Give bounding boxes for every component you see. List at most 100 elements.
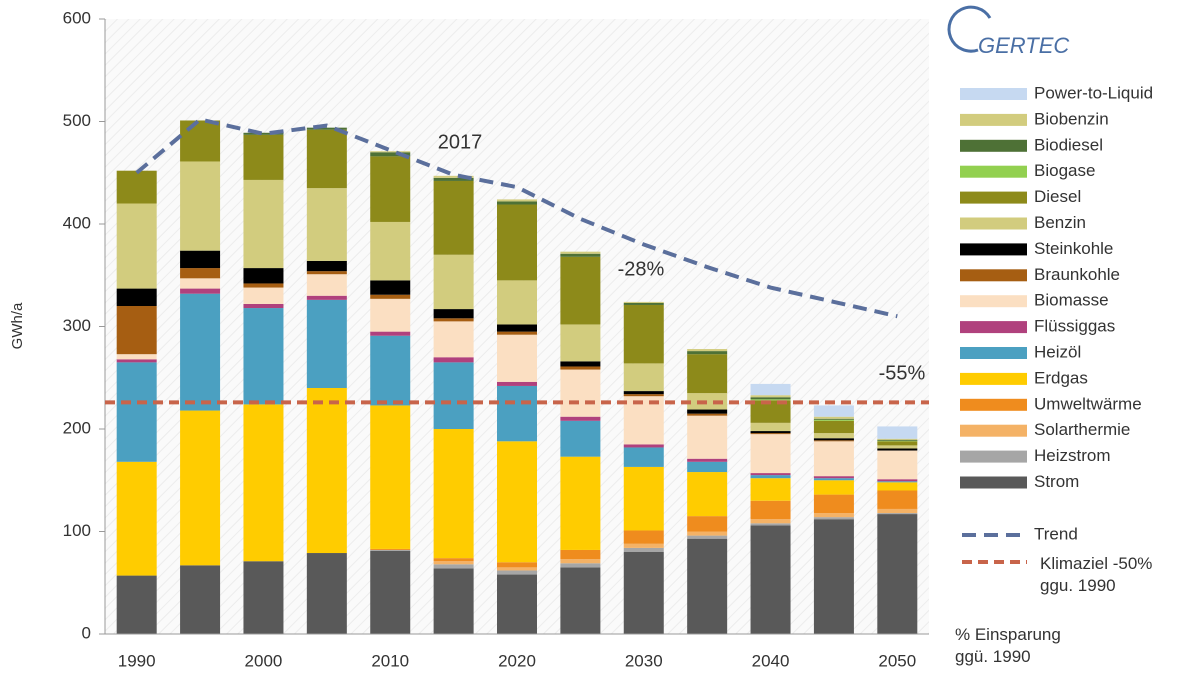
legend-swatch <box>960 88 1027 100</box>
bar-segment <box>243 308 284 405</box>
legend-label: Diesel <box>1034 187 1081 206</box>
bar-segment <box>306 388 347 554</box>
bar-segment <box>560 256 601 325</box>
bar-segment <box>750 400 791 423</box>
bar-segment <box>750 478 791 501</box>
legend-swatch <box>960 113 1027 126</box>
bar-segment <box>306 274 347 296</box>
bar-segment <box>433 357 474 363</box>
bar-segment <box>180 268 221 279</box>
legend-label: Strom <box>1034 472 1079 491</box>
bar-segment <box>623 363 664 392</box>
bar-segment <box>623 394 664 397</box>
bar-segment <box>306 553 347 634</box>
bar-segment <box>116 288 157 306</box>
x-tick-label: 2020 <box>498 651 536 670</box>
bar-segment <box>243 268 284 284</box>
x-tick-label: 1990 <box>118 651 156 670</box>
bar-segment <box>306 295 347 300</box>
bar-segment <box>497 381 537 386</box>
bar-segment <box>560 324 601 362</box>
bar-segment <box>750 395 791 398</box>
bar-segment <box>750 473 791 476</box>
bar-segment <box>370 549 411 551</box>
bar-segment <box>560 456 601 550</box>
annotation: 2017 <box>438 131 483 153</box>
bar-segment <box>497 324 537 332</box>
legend-label: Umweltwärme <box>1034 394 1142 413</box>
footnote: % Einsparung ggü. 1990 <box>955 625 1061 666</box>
bar-segment <box>813 440 854 442</box>
bar-segment <box>560 416 601 421</box>
bar-segment <box>370 298 411 332</box>
bar-segment <box>560 420 601 457</box>
bar-segment <box>497 441 537 563</box>
bar-segment <box>370 294 411 299</box>
legend-label: Steinkohle <box>1034 239 1113 258</box>
bar-segment <box>687 409 728 414</box>
bar-segment <box>433 561 474 565</box>
bar-segment <box>813 513 854 518</box>
bar-segment <box>497 331 537 335</box>
bar-segment <box>560 361 601 367</box>
legend-label: Biobenzin <box>1034 109 1109 128</box>
bar-segment <box>180 410 221 566</box>
bar-segment <box>306 188 347 261</box>
x-tick-label: 2040 <box>752 651 790 670</box>
bar-segment <box>180 288 221 294</box>
bar-segment <box>370 221 411 281</box>
bar-segment <box>623 304 664 364</box>
bar-segment <box>750 500 791 520</box>
bar-segment <box>370 151 411 153</box>
bar-segment <box>687 538 728 634</box>
bar-segment <box>560 253 601 257</box>
bar-segment <box>370 331 411 336</box>
bar-segment <box>813 420 854 434</box>
x-tick-label: 2030 <box>625 651 663 670</box>
bar-segment <box>243 283 284 288</box>
bar-segment <box>813 433 854 439</box>
legend-label: Klimaziel -50% ggu. 1990 <box>1040 554 1153 595</box>
bar-segment <box>497 574 537 634</box>
y-tick-label: 600 <box>63 8 91 27</box>
bar-segment <box>560 251 601 254</box>
bar-segment <box>623 530 664 544</box>
bar-segment <box>877 450 918 480</box>
bar-segment <box>687 461 728 473</box>
bar-segment <box>813 476 854 479</box>
bar-segment <box>750 433 791 435</box>
bar-segment <box>243 303 284 309</box>
bar-segment <box>877 481 918 483</box>
bar-segment <box>116 362 157 462</box>
bar-segment <box>813 494 854 514</box>
bar-segment <box>370 550 411 634</box>
bar-segment <box>623 302 664 305</box>
legend-swatch <box>960 321 1027 334</box>
bar-segment <box>497 567 537 571</box>
bar-segment <box>243 561 284 634</box>
bar-segment <box>497 570 537 575</box>
y-tick-label: 200 <box>63 418 91 437</box>
bar-segment <box>813 519 854 634</box>
bar-segment <box>623 552 664 634</box>
bar-segment <box>813 517 854 520</box>
legend-swatch <box>960 424 1027 437</box>
x-tick-label: 2050 <box>878 651 916 670</box>
legend-swatch <box>960 191 1027 204</box>
bar-segment <box>370 548 411 550</box>
legend-label: Heizöl <box>1034 342 1081 361</box>
bar-segment <box>750 519 791 524</box>
bar-segment <box>750 431 791 434</box>
bar-segment <box>116 203 157 289</box>
bar-segment <box>877 514 918 634</box>
bar-segment <box>433 321 474 358</box>
bar-segment <box>877 448 918 451</box>
legend-label: Biodiesel <box>1034 135 1103 154</box>
bar-segment <box>497 204 537 281</box>
logo: GERTEC <box>978 33 1069 58</box>
bar-segment <box>687 354 728 394</box>
bar-segment <box>116 359 157 363</box>
bar-segment <box>623 547 664 552</box>
legend-swatch <box>960 243 1027 256</box>
